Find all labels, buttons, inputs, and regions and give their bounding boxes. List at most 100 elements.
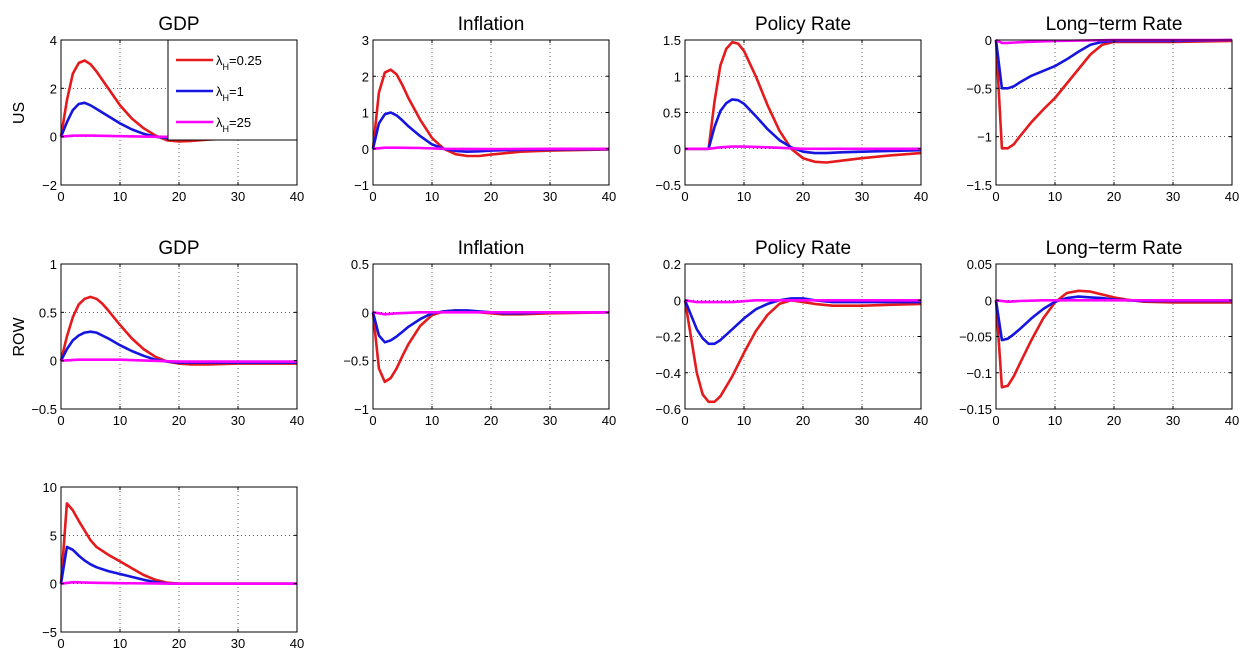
y-tick-label: 0.5 [39,305,57,320]
x-tick-label: 40 [602,189,616,204]
legend-value: =25 [229,115,251,130]
y-tick-label: 0 [362,142,369,157]
x-tick-label: 30 [231,636,245,651]
x-tick-label: 30 [543,189,557,204]
y-tick-label: −0.5 [343,354,369,369]
x-tick-label: 40 [290,636,304,651]
x-tick-label: 20 [484,413,498,428]
legend-subscript: H [223,124,230,134]
y-tick-label: 0.2 [663,257,681,272]
x-tick-label: 40 [290,413,304,428]
legend-value: =1 [229,84,244,99]
panel-8: 0 10 20 30 40 −0.15 −0.1 −0.05 0 0.05 Long−term Ra… [959,238,1239,428]
y-tick-label: −0.6 [655,402,681,417]
legend-value: =0.25 [229,53,262,68]
x-tick-label: 0 [57,636,64,651]
x-tick-label: 30 [1166,413,1180,428]
y-tick-label: 0 [985,293,992,308]
legend-subscript: H [223,62,230,72]
x-tick-label: 0 [992,413,999,428]
x-tick-label: 0 [369,413,376,428]
legend-label-1: λH=0.25 [216,53,262,72]
x-tick-label: 40 [1225,189,1239,204]
y-tick-label: 0 [50,354,57,369]
series-line-1 [371,309,610,384]
panel-title: Long−term Rate [1046,238,1183,259]
y-tick-label: −1 [354,402,369,417]
x-tick-label: 10 [737,413,751,428]
x-tick-label: 40 [914,189,928,204]
series-line-1 [59,295,297,366]
x-tick-label: 20 [1107,189,1121,204]
y-tick-label: 0.05 [967,257,992,272]
x-tick-label: 10 [113,636,127,651]
series-line-3 [372,310,609,316]
y-tick-label: −1 [977,130,992,145]
x-tick-label: 0 [681,413,688,428]
x-tick-label: 10 [113,413,127,428]
y-tick-label: −0.5 [31,402,57,417]
x-tick-label: 30 [543,413,557,428]
x-tick-label: 20 [172,636,186,651]
series-line-1 [685,40,922,164]
x-tick-label: 20 [172,189,186,204]
y-tick-label: −0.5 [966,81,992,96]
x-tick-label: 10 [113,189,127,204]
x-tick-label: 30 [231,189,245,204]
y-tick-label: 3 [362,33,369,48]
y-tick-label: −0.1 [966,366,992,381]
x-tick-label: 20 [484,189,498,204]
y-tick-label: 0 [50,130,57,145]
y-tick-label: −0.05 [959,330,992,345]
y-tick-label: −0.2 [655,330,681,345]
series-line-1 [59,59,298,143]
series-line-3 [685,145,921,151]
x-tick-label: 0 [57,413,64,428]
legend-subscript: H [223,93,230,103]
x-tick-label: 20 [1107,413,1121,428]
y-tick-label: −5 [42,625,57,640]
x-tick-label: 30 [1166,189,1180,204]
y-tick-label: −2 [42,178,57,193]
x-tick-label: 10 [425,413,439,428]
y-tick-label: 1 [362,106,369,121]
series-line-3 [995,298,1232,304]
panel-title: Policy Rate [755,238,851,259]
y-tick-label: −0.4 [655,366,681,381]
legend-label-3: λH=25 [216,115,251,134]
series-line-1 [371,68,610,158]
series-line-2 [59,545,297,586]
series-line-1 [683,298,922,404]
y-tick-label: 2 [362,69,369,84]
series-line-3 [60,358,297,363]
panel-title: GDP [158,238,199,259]
panel-title: Long−term Rate [1046,14,1183,35]
y-tick-label: 0.5 [663,106,681,121]
x-tick-label: 20 [796,413,810,428]
panel-7: 0 10 20 30 40 −0.6 −0.4 −0.2 0 0.2 Policy Rate [655,238,928,428]
x-tick-label: 30 [855,189,869,204]
x-tick-label: 0 [992,189,999,204]
panel-title: GDP [158,14,199,35]
x-tick-label: 10 [737,189,751,204]
panel-6: 0 10 20 30 40 −1 −0.5 0 0.5 Inflation [343,238,616,428]
y-tick-label: −1.5 [966,178,992,193]
y-tick-label: −1 [354,178,369,193]
y-tick-label: 1 [50,257,57,272]
series-line-2 [371,309,609,344]
x-tick-label: 40 [602,413,616,428]
y-tick-label: 5 [50,528,57,543]
y-tick-label: −0.5 [655,178,681,193]
x-tick-label: 30 [855,413,869,428]
legend-symbol: λ [216,84,223,99]
x-tick-label: 10 [425,189,439,204]
y-tick-label: 4 [50,33,57,48]
row-label-row: ROW [11,317,28,357]
legend-symbol: λ [216,53,223,68]
y-tick-label: 1 [674,69,681,84]
x-tick-label: 40 [1225,413,1239,428]
x-tick-label: 40 [914,413,928,428]
